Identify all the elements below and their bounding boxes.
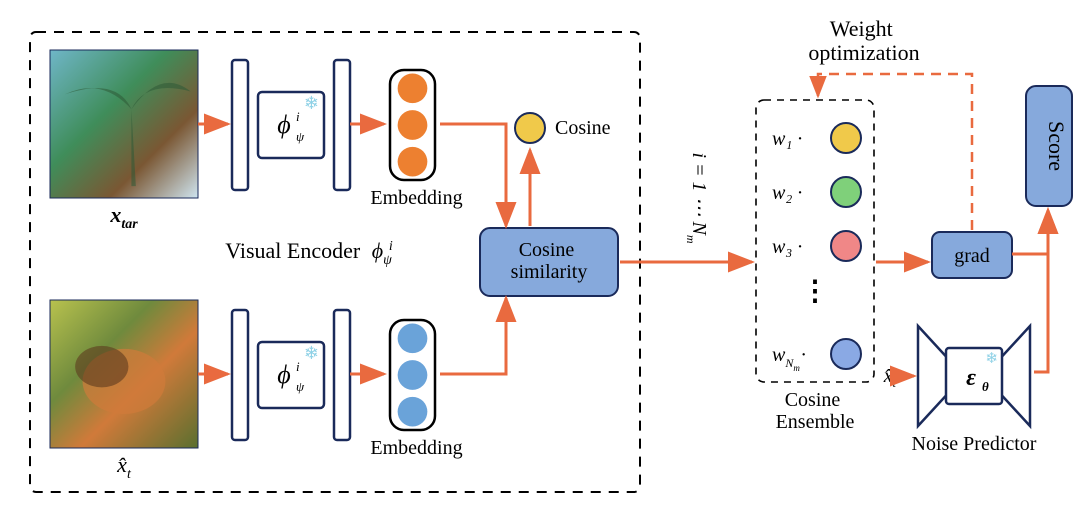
label-score: Score (1044, 121, 1069, 171)
label-cosine: Cosine (555, 117, 611, 139)
cosine-ensemble-dots: ⋮ (801, 276, 829, 307)
image-x-hat-t (50, 300, 198, 448)
svg-text:❄: ❄ (304, 93, 319, 113)
embedding-top (390, 70, 435, 180)
svg-text:❄: ❄ (985, 351, 998, 367)
label-noise-predictor: Noise Predictor (912, 433, 1037, 455)
svg-text:w₃ ·: w₃ · (772, 236, 802, 258)
label-cosine-ensemble: Cosine Ensemble (776, 389, 855, 433)
svg-text:ε: ε (966, 365, 976, 391)
svg-text:ϕ: ϕ (277, 360, 290, 389)
cosine-scalar-node (515, 113, 545, 143)
image-x-tar (50, 50, 198, 198)
svg-text:i: i (296, 359, 300, 374)
label-embedding-bottom: Embedding (370, 437, 462, 459)
svg-text:ψ: ψ (296, 129, 305, 144)
label-grad: grad (954, 245, 990, 267)
label-embedding-top: Embedding (370, 187, 462, 209)
svg-text:w₂ ·: w₂ · (772, 182, 802, 204)
svg-text:❄: ❄ (304, 343, 319, 363)
svg-text:i: i (296, 109, 300, 124)
svg-text:w₁ ·: w₁ · (772, 128, 802, 150)
architecture-diagram: xtar x̂t Visual Encoder ϕψi ϕψi❄ ϕψi❄ Em… (0, 0, 1080, 522)
svg-text:ψ: ψ (296, 379, 305, 394)
svg-text:θ: θ (982, 379, 989, 394)
embedding-bottom (390, 320, 435, 430)
svg-text:ϕ: ϕ (277, 110, 290, 139)
label-cosine-similarity: Cosine similarity (511, 239, 588, 283)
